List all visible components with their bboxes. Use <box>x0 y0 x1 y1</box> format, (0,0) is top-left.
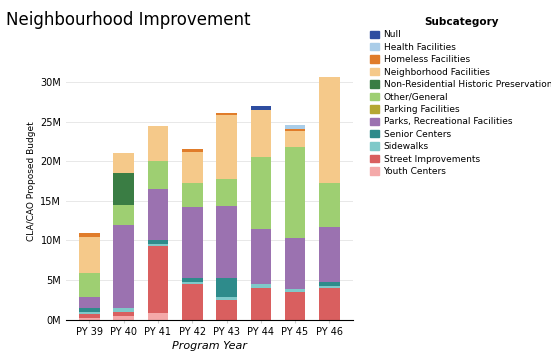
Bar <box>251 229 271 284</box>
Bar <box>182 149 203 152</box>
Bar <box>79 314 100 318</box>
Bar <box>79 308 100 312</box>
Bar <box>148 161 168 189</box>
Bar <box>114 316 134 320</box>
Bar <box>319 184 339 227</box>
Bar <box>114 173 134 205</box>
Bar <box>216 179 237 206</box>
Bar <box>216 278 237 297</box>
Bar <box>79 318 100 320</box>
Bar <box>251 157 271 229</box>
Bar <box>182 152 203 184</box>
Bar <box>251 284 271 288</box>
Bar <box>182 207 203 278</box>
Bar <box>79 237 100 273</box>
Bar <box>79 312 100 314</box>
Bar <box>148 189 168 240</box>
Bar <box>79 296 100 308</box>
Bar <box>114 308 134 312</box>
Bar <box>319 227 339 282</box>
Bar <box>114 312 134 316</box>
Bar <box>216 115 237 179</box>
Bar <box>285 131 305 147</box>
Bar <box>216 113 237 115</box>
Bar <box>148 240 168 244</box>
Bar <box>319 77 339 184</box>
Bar <box>216 297 237 300</box>
Bar <box>285 125 305 129</box>
Bar <box>285 238 305 289</box>
Bar <box>285 289 305 292</box>
Text: Neighbourhood Improvement: Neighbourhood Improvement <box>6 11 250 29</box>
Bar <box>148 313 168 320</box>
Bar <box>79 233 100 237</box>
Bar <box>319 282 339 286</box>
Bar <box>251 110 271 157</box>
Bar <box>114 153 134 173</box>
Bar <box>182 284 203 320</box>
Bar <box>251 106 271 110</box>
Bar <box>216 300 237 320</box>
Bar <box>148 126 168 161</box>
Bar <box>182 282 203 284</box>
Bar <box>216 206 237 278</box>
Bar <box>114 205 134 225</box>
Bar <box>251 288 271 320</box>
Bar <box>285 147 305 238</box>
Bar <box>148 246 168 313</box>
X-axis label: Program Year: Program Year <box>172 341 247 351</box>
Y-axis label: CLA/CAO Proposed Budget: CLA/CAO Proposed Budget <box>27 121 36 241</box>
Bar <box>319 286 339 288</box>
Bar <box>285 292 305 320</box>
Bar <box>285 129 305 131</box>
Bar <box>182 184 203 207</box>
Bar <box>319 288 339 320</box>
Legend: Null, Health Facilities, Homeless Facilities, Neighborhood Facilities, Non-Resid: Null, Health Facilities, Homeless Facili… <box>368 15 551 178</box>
Bar <box>79 273 100 296</box>
Bar <box>182 278 203 282</box>
Bar <box>148 244 168 246</box>
Bar <box>114 225 134 308</box>
